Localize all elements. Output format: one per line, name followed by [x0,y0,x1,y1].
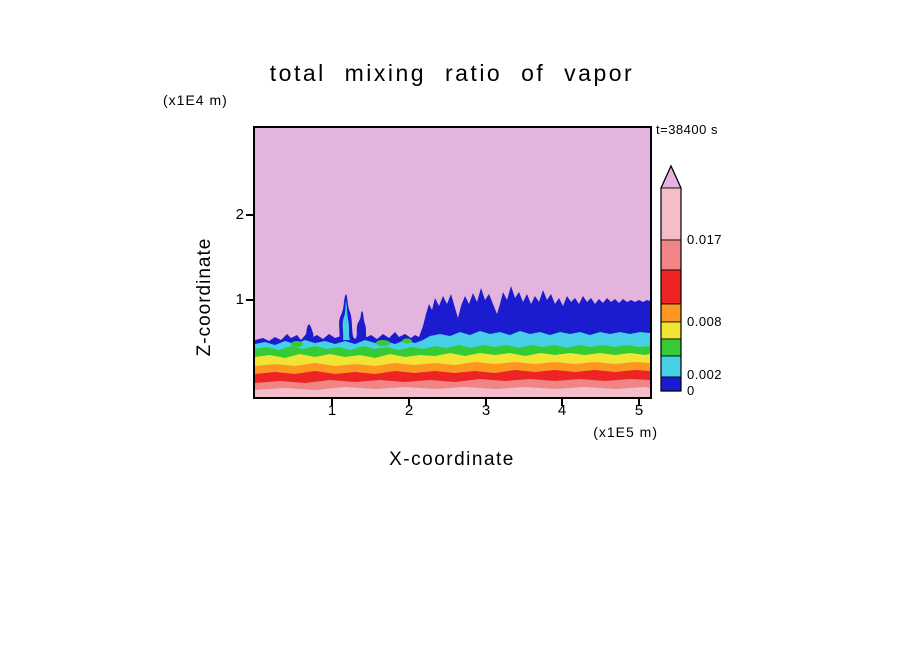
plume-blue-3 [305,324,314,339]
colorbar-seg-salmon [660,239,682,271]
colorbar-seg-blue [660,376,682,392]
x-axis-tick [485,399,487,406]
y-tick-label: 1 [235,291,244,308]
colorbar-seg-green [660,338,682,357]
colorbar-seg-orange [660,303,682,323]
y-axis-label: Z-coordinate [194,237,215,357]
x-axis-tick [408,399,410,406]
x-tick-label: 5 [634,402,644,419]
blob-green-2 [376,340,390,346]
plume-cyan-1 [342,301,350,340]
band-pink [255,387,650,397]
timestamp-label: t=38400 s [656,122,718,137]
plot-area [253,126,652,399]
x-tick-label: 2 [404,402,414,419]
colorbar-label: 0.002 [687,367,723,382]
colorbar-outline [660,164,682,392]
colorbar-seg-red [660,269,682,305]
y-axis-tick [246,299,253,301]
colorbar-label: 0 [687,383,695,398]
blob-green-3 [402,338,412,344]
colorbar-seg-pink [660,187,682,241]
y-axis-tick [246,214,253,216]
x-axis-tick [638,399,640,406]
colorbar-label: 0.017 [687,232,723,247]
x-axis-tick [331,399,333,406]
colorbar-seg-cyan [660,355,682,378]
colorbar-label: 0.008 [687,314,723,329]
x-tick-label: 4 [557,402,567,419]
contour-field [255,128,650,397]
x-tick-label: 1 [327,402,337,419]
colorbar-arrow [660,164,682,189]
x-axis-unit-label: (x1E5 m) [593,424,658,440]
y-tick-label: 2 [235,206,244,223]
colorbar-seg-yellow [660,321,682,340]
x-axis-tick [561,399,563,406]
plume-blue-2 [356,311,367,339]
x-tick-label: 3 [481,402,491,419]
chart-title: total mixing ratio of vapor [269,60,635,86]
colorbar [660,164,682,392]
x-axis-label: X-coordinate [389,449,515,470]
blob-green-1 [291,341,303,347]
y-axis-unit-label: (x1E4 m) [163,92,228,108]
